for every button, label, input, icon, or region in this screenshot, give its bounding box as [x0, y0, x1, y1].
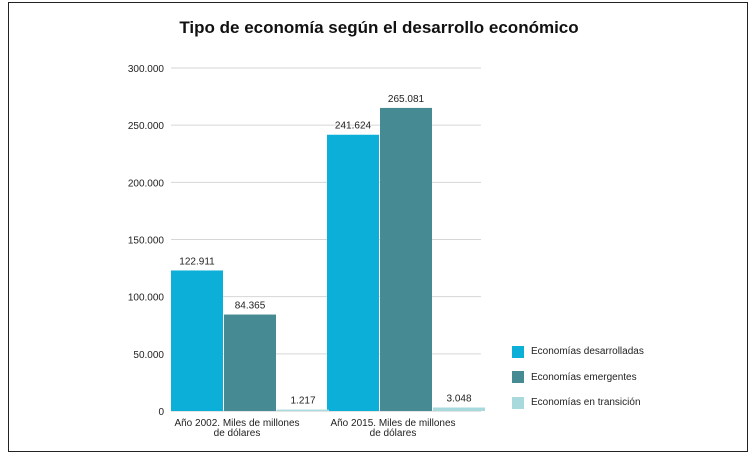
data-label: 122.911 [179, 256, 215, 267]
x-tick-label: de dólares [370, 428, 417, 439]
data-label: 265.081 [388, 94, 425, 105]
chart-title: Tipo de economía según el desarrollo eco… [179, 18, 579, 37]
legend-swatch [512, 371, 524, 383]
bar [277, 409, 329, 411]
x-tick-label: Año 2015. Miles de millones [330, 418, 455, 429]
bar [380, 107, 432, 411]
data-label: 241.624 [335, 121, 372, 132]
bar-chart: 0 50.000 100.000 150.000 200.000 250.000 300.0… [128, 64, 485, 439]
bar [433, 407, 485, 411]
x-tick-label: Año 2002. Miles de millones [174, 418, 299, 429]
legend-item: Economías desarrolladas [512, 345, 644, 358]
y-tick-label: 50.000 [133, 350, 164, 361]
y-tick-label: 300.000 [128, 64, 165, 75]
x-tick-label: de dólares [214, 428, 261, 439]
y-tick-label: 100.000 [128, 293, 165, 304]
data-label: 1.217 [290, 396, 315, 407]
legend-label: Economías desarrolladas [531, 346, 644, 357]
bar [224, 314, 276, 411]
bar [171, 270, 223, 411]
legend-item: Economías en transición [512, 396, 644, 409]
data-label: 84.365 [235, 301, 266, 312]
data-label: 3.048 [446, 394, 471, 405]
y-tick-label: 250.000 [128, 121, 165, 132]
chart-frame: Tipo de economía según el desarrollo eco… [8, 2, 748, 452]
bar [327, 134, 379, 411]
legend-label: Economías emergentes [531, 371, 637, 383]
legend-item: Economías emergentes [512, 371, 644, 384]
legend-label: Economías en transición [531, 397, 641, 408]
legend: Economías desarrolladas Economías emerge… [512, 345, 644, 422]
y-tick-label: 0 [158, 407, 164, 418]
y-tick-label: 150.000 [128, 236, 165, 247]
legend-swatch [512, 396, 524, 409]
legend-swatch [512, 345, 524, 358]
y-tick-label: 200.000 [128, 178, 165, 189]
